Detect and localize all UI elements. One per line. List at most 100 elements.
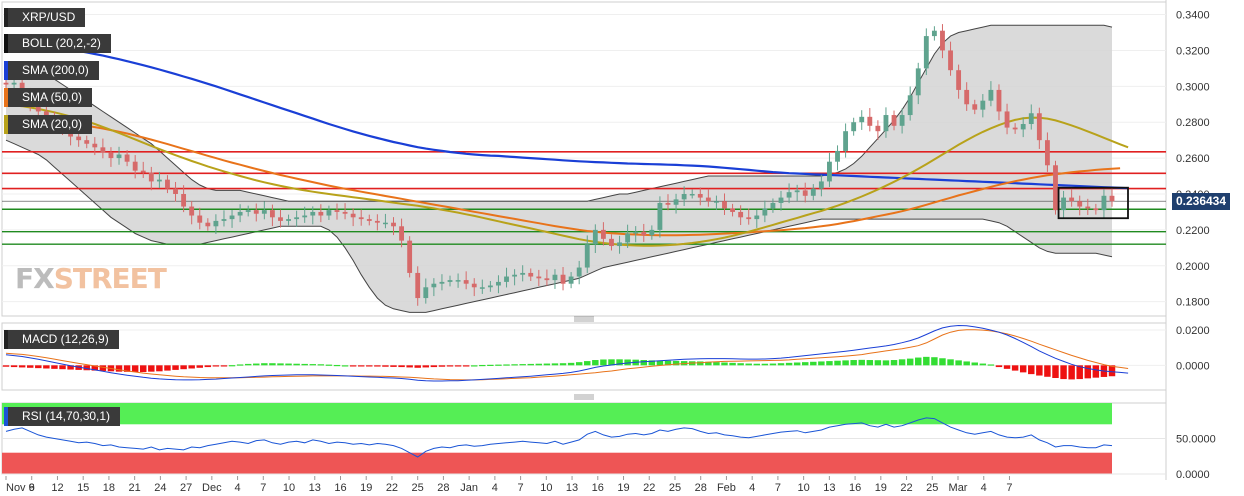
candle	[520, 272, 526, 275]
sma20-line	[5, 103, 1129, 247]
macd-histogram-bar	[204, 365, 212, 368]
macd-histogram-bar	[963, 361, 970, 366]
macd-histogram-bar	[705, 361, 712, 366]
x-tick-label: 10	[798, 482, 810, 494]
macd-histogram-bar	[584, 361, 591, 366]
candle	[1069, 197, 1075, 202]
price-y-tick: 0.2000	[1176, 261, 1210, 273]
x-tick-label: 7	[518, 482, 524, 494]
macd-histogram-bar	[75, 365, 82, 370]
candle	[391, 222, 396, 227]
macd-histogram-bar	[931, 357, 938, 366]
x-tick-label: 25	[926, 482, 938, 494]
bollinger-legend[interactable]: BOLL (20,2,-2)	[4, 34, 111, 53]
candle	[463, 280, 469, 284]
candle	[278, 217, 283, 221]
candle	[334, 210, 340, 212]
macd-histogram-bar	[374, 365, 381, 367]
macd-y-tick: 0.0000	[1176, 360, 1210, 372]
candle	[810, 188, 816, 196]
macd-histogram-bar	[1011, 365, 1019, 371]
consolidation-box	[1057, 186, 1129, 220]
macd-histogram-bar	[244, 363, 252, 366]
macd-histogram-bar	[317, 364, 325, 366]
sma50-legend[interactable]: SMA (50,0)	[4, 88, 93, 107]
macd-histogram-bar	[777, 363, 785, 366]
x-tick-label: 12	[51, 482, 63, 494]
x-tick-label: 4	[235, 482, 241, 494]
macd-histogram-bar	[220, 365, 228, 367]
candle	[261, 210, 267, 214]
candle	[76, 136, 82, 141]
candle	[584, 244, 590, 268]
candle	[165, 179, 170, 189]
candle	[633, 231, 639, 234]
macd-histogram-bar	[672, 360, 680, 366]
candle	[915, 68, 921, 96]
candle	[415, 272, 421, 299]
macd-histogram-bar	[438, 365, 446, 367]
macd-histogram-bar	[349, 365, 357, 367]
macd-histogram-bar	[1068, 365, 1075, 380]
macd-histogram-bar	[600, 359, 607, 366]
macd-histogram-bar	[1060, 365, 1067, 380]
candle	[100, 147, 106, 153]
macd-histogram-bar	[947, 359, 954, 366]
candle	[923, 36, 929, 69]
candle	[479, 287, 485, 289]
macd-histogram-bar	[269, 363, 276, 366]
macd-histogram-bar	[236, 364, 244, 366]
candle	[988, 89, 994, 101]
candle	[996, 89, 1002, 112]
candle	[592, 229, 598, 245]
candle	[794, 190, 800, 193]
macd-histogram-bar	[446, 365, 454, 367]
macd-histogram-bar	[91, 365, 99, 371]
macd-line	[5, 324, 1129, 382]
macd-histogram-bar	[261, 363, 268, 366]
macd-histogram-bar	[148, 365, 155, 372]
macd-histogram-bar	[67, 365, 74, 370]
macd-histogram-bar	[753, 363, 761, 366]
macd-histogram-bar	[915, 357, 922, 366]
x-tick-label: 25	[669, 482, 681, 494]
macd-histogram-bar	[131, 365, 139, 373]
candle	[875, 125, 881, 132]
macd-histogram-bar	[543, 363, 551, 366]
candle	[956, 70, 962, 90]
macd-y-tick: 0.0200	[1176, 325, 1210, 337]
rsi-divider[interactable]	[574, 394, 594, 400]
candle	[487, 285, 493, 288]
macd-histogram-bar	[567, 362, 575, 366]
macd-histogram-bar	[51, 365, 58, 369]
macd-histogram-bar	[10, 365, 18, 368]
candle	[399, 226, 404, 241]
candle	[124, 154, 130, 162]
sma20-legend[interactable]: SMA (20,0)	[4, 115, 93, 134]
candle	[673, 199, 679, 205]
rsi-y-tick: 0.0000	[1176, 469, 1210, 481]
rsi-legend[interactable]: RSI (14,70,30,1)	[4, 407, 121, 426]
candle	[778, 197, 784, 203]
candle	[859, 116, 865, 123]
candle	[851, 122, 857, 132]
candle	[600, 229, 606, 239]
macd-histogram-bar	[834, 360, 841, 366]
macd-legend[interactable]: MACD (12,26,9)	[4, 330, 119, 349]
macd-histogram-bar	[357, 365, 365, 367]
candle	[213, 220, 219, 227]
macd-histogram-bar	[83, 365, 90, 371]
candle	[714, 201, 719, 203]
candle	[1053, 165, 1058, 211]
macd-histogram-bar	[462, 365, 470, 367]
candle	[253, 210, 259, 214]
x-tick-label: 19	[617, 482, 629, 494]
macd-divider[interactable]	[574, 316, 594, 322]
candle	[827, 161, 832, 182]
candle	[835, 150, 840, 162]
macd-histogram-bar	[26, 365, 34, 368]
candle	[310, 211, 316, 216]
sma200-legend[interactable]: SMA (200,0)	[4, 61, 99, 80]
macd-histogram-bar	[196, 365, 203, 368]
